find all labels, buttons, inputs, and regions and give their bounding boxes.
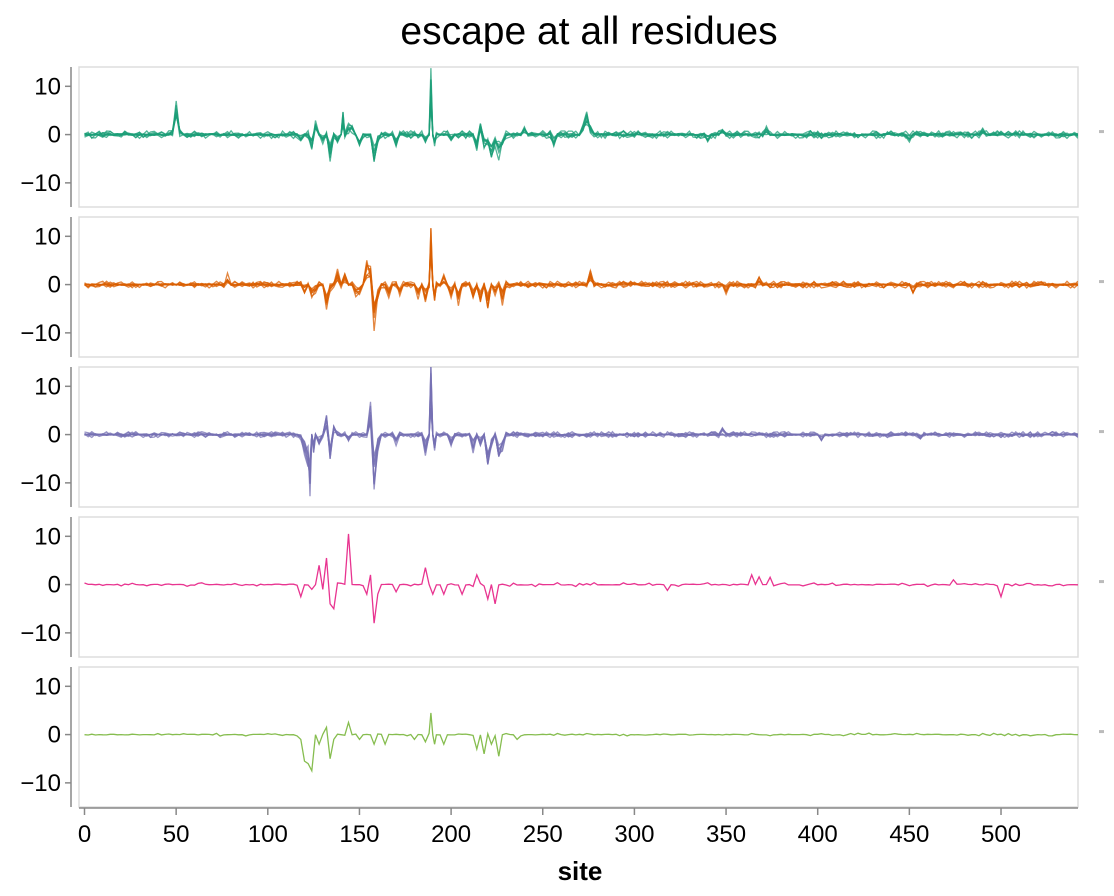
series-line <box>84 533 1078 624</box>
panel-frame <box>78 666 1079 808</box>
y-tick-label: 10 <box>34 73 61 100</box>
series-line <box>84 228 1078 314</box>
y-tick-label: −10 <box>20 470 61 497</box>
x-tick-label: 300 <box>614 821 654 848</box>
x-tick-label: 150 <box>339 821 379 848</box>
chart-title: escape at all residues <box>400 10 777 53</box>
series-line <box>84 407 1078 497</box>
series-line <box>84 68 1078 160</box>
series-group <box>84 367 1078 497</box>
x-tick-label: 50 <box>163 821 190 848</box>
x-tick-label: 450 <box>889 821 929 848</box>
series-line <box>84 367 1078 485</box>
y-tick-label: 10 <box>34 373 61 400</box>
series-group <box>84 68 1078 162</box>
y-tick-label: 10 <box>34 223 61 250</box>
x-tick-label: 500 <box>981 821 1021 848</box>
series-line <box>84 240 1078 306</box>
panel-1: 10 0 −10 <box>20 66 1104 208</box>
x-tick-label: 250 <box>523 821 563 848</box>
series-group <box>84 228 1078 331</box>
panel-frame <box>78 366 1079 508</box>
series-line <box>84 373 1078 467</box>
x-tick-label: 0 <box>78 821 91 848</box>
y-tick-label: −10 <box>20 620 61 647</box>
series-line <box>84 98 1078 161</box>
series-line <box>84 95 1078 155</box>
y-tick-label: 0 <box>48 122 61 149</box>
y-tick-label: −10 <box>20 320 61 347</box>
panel-5: 10 0 −10 <box>20 666 1104 808</box>
series-line <box>84 401 1078 476</box>
panel-3: 10 0 −10 <box>20 366 1104 508</box>
panel-frame <box>78 66 1079 208</box>
panel-frame <box>78 216 1079 358</box>
x-tick-label: 100 <box>248 821 288 848</box>
x-tick-label: 350 <box>706 821 746 848</box>
y-tick-label: 10 <box>34 523 61 550</box>
series-line <box>84 712 1078 774</box>
series-line <box>84 367 1078 490</box>
y-tick-label: 0 <box>48 272 61 299</box>
series-line <box>84 251 1078 331</box>
panel-4: 10 0 −10 <box>20 516 1104 658</box>
series-line <box>84 96 1078 157</box>
x-axis: 0 50 100 150 200 250 300 350 400 450 500 <box>78 807 1078 848</box>
series-group <box>84 712 1078 774</box>
series-line <box>84 247 1078 307</box>
y-tick-label: −10 <box>20 170 61 197</box>
y-tick-label: 10 <box>34 673 61 700</box>
x-axis-label: site <box>558 856 603 886</box>
series-line <box>84 409 1078 484</box>
series-line <box>84 244 1078 312</box>
x-tick-label: 400 <box>798 821 838 848</box>
series-line <box>84 79 1078 161</box>
panel-frame <box>78 516 1079 658</box>
series-line <box>84 384 1078 468</box>
series-line <box>84 242 1078 310</box>
y-tick-label: 0 <box>48 722 61 749</box>
series-line <box>84 228 1078 319</box>
panels-group: 10 0 −10 10 0 −10 10 0 −10 10 0 −10 10 0 −10 <box>20 66 1104 808</box>
y-tick-label: 0 <box>48 572 61 599</box>
y-tick-label: 0 <box>48 422 61 449</box>
x-tick-label: 200 <box>431 821 471 848</box>
series-line <box>84 79 1078 162</box>
series-group <box>84 533 1078 624</box>
y-tick-label: −10 <box>20 770 61 797</box>
panel-2: 10 0 −10 <box>20 216 1104 358</box>
